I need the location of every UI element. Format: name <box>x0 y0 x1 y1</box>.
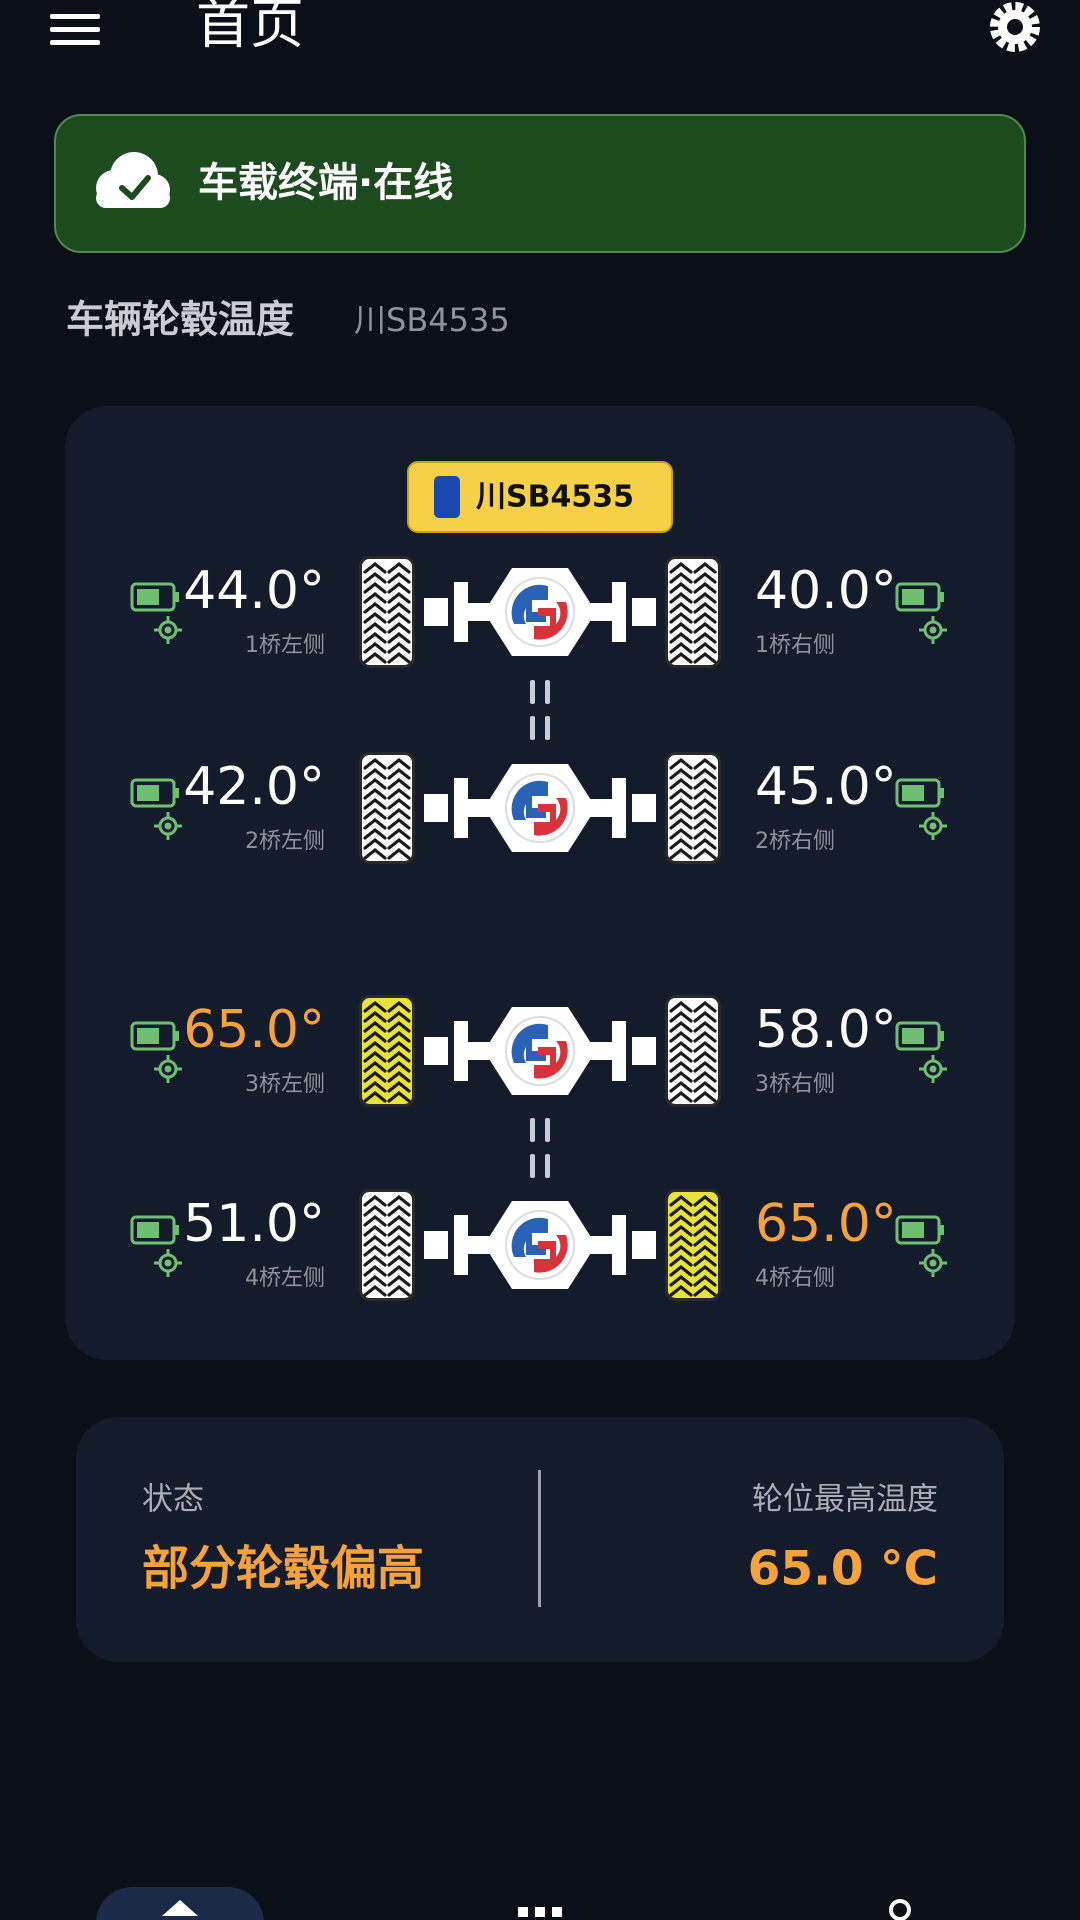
battery-level <box>902 785 924 801</box>
temp-left: 44.0° <box>183 561 325 621</box>
nav-apps[interactable] <box>518 1907 562 1917</box>
sensor-icons <box>895 1021 947 1083</box>
temp-right: 45.0° <box>755 757 897 817</box>
battery-level <box>137 1028 159 1044</box>
page-title: 首页 <box>196 0 304 56</box>
temp-right: 58.0° <box>755 1000 897 1060</box>
locate-cross <box>919 812 947 840</box>
status-text: 车载终端·在线 <box>198 160 453 206</box>
tire-left <box>359 556 415 668</box>
tire-right <box>665 1189 721 1301</box>
divider <box>538 1470 541 1607</box>
sensor-icons <box>895 1215 947 1277</box>
section-title: 车辆轮毂温度 <box>66 298 294 342</box>
position-right: 3桥右侧 <box>755 1072 835 1097</box>
status-banner <box>54 114 1026 253</box>
tire-left <box>359 1189 415 1301</box>
position-right: 2桥右侧 <box>755 829 835 854</box>
battery-nub <box>939 1225 944 1235</box>
sensor-icons <box>130 1021 182 1083</box>
position-left: 4桥左侧 <box>245 1266 325 1291</box>
battery-nub <box>174 592 179 602</box>
position-left: 2桥左侧 <box>245 829 325 854</box>
locate-cross <box>919 616 947 644</box>
status-label: 状态 <box>142 1482 204 1518</box>
battery-nub <box>939 592 944 602</box>
locate-dot <box>929 1065 937 1073</box>
locate-cross <box>154 1055 182 1083</box>
temp-right: 40.0° <box>755 561 897 621</box>
vehicle-card <box>65 406 1015 1360</box>
locate-cross <box>154 616 182 644</box>
section-plate: 川SB4535 <box>354 301 510 339</box>
locate-cross <box>919 1055 947 1083</box>
battery-level <box>902 1028 924 1044</box>
locate-dot <box>164 1259 172 1267</box>
sensor-icons <box>895 582 947 644</box>
locate-dot <box>929 822 937 830</box>
sensor-icons <box>130 582 182 644</box>
locate-cross <box>919 1249 947 1277</box>
position-right: 4桥右侧 <box>755 1266 835 1291</box>
position-right: 1桥右侧 <box>755 633 835 658</box>
tire-left <box>359 995 415 1107</box>
battery-level <box>137 785 159 801</box>
battery-level <box>902 1222 924 1238</box>
status-value: 部分轮毂偏高 <box>142 1542 424 1597</box>
position-left: 1桥左侧 <box>245 633 325 658</box>
axle-connector <box>530 680 550 1178</box>
plate-text: 川SB4535 <box>476 480 634 515</box>
battery-level <box>902 589 924 605</box>
locate-dot <box>164 822 172 830</box>
position-left: 3桥左侧 <box>245 1072 325 1097</box>
home-icon <box>162 1900 198 1916</box>
sensor-icons <box>895 778 947 840</box>
sensor-icons <box>130 778 182 840</box>
temp-left: 42.0° <box>183 757 325 817</box>
plate-badge <box>407 461 673 533</box>
max-temp-value: 65.0 °C <box>748 1542 938 1597</box>
locate-dot <box>164 1065 172 1073</box>
max-temp-label: 轮位最高温度 <box>752 1482 938 1518</box>
temp-left: 51.0° <box>183 1194 325 1254</box>
temp-right: 65.0° <box>755 1194 897 1254</box>
tire-right <box>665 995 721 1107</box>
battery-level <box>137 1222 159 1238</box>
battery-nub <box>174 1225 179 1235</box>
battery-nub <box>174 1031 179 1041</box>
sensor-icons <box>130 1215 182 1277</box>
tire-left <box>359 752 415 864</box>
tire-right <box>665 556 721 668</box>
settings-button[interactable] <box>990 2 1040 52</box>
battery-nub <box>939 788 944 798</box>
menu-button[interactable] <box>50 14 100 45</box>
battery-nub <box>174 788 179 798</box>
battery-level <box>137 589 159 605</box>
battery-nub <box>939 1031 944 1041</box>
locate-dot <box>164 626 172 634</box>
nav-profile[interactable] <box>889 1899 911 1920</box>
locate-dot <box>929 1259 937 1267</box>
locate-dot <box>929 626 937 634</box>
plate-flag <box>434 476 460 518</box>
cloud-icon <box>96 152 170 208</box>
locate-cross <box>154 812 182 840</box>
locate-cross <box>154 1249 182 1277</box>
tire-right <box>665 752 721 864</box>
temp-left: 65.0° <box>183 1000 325 1060</box>
